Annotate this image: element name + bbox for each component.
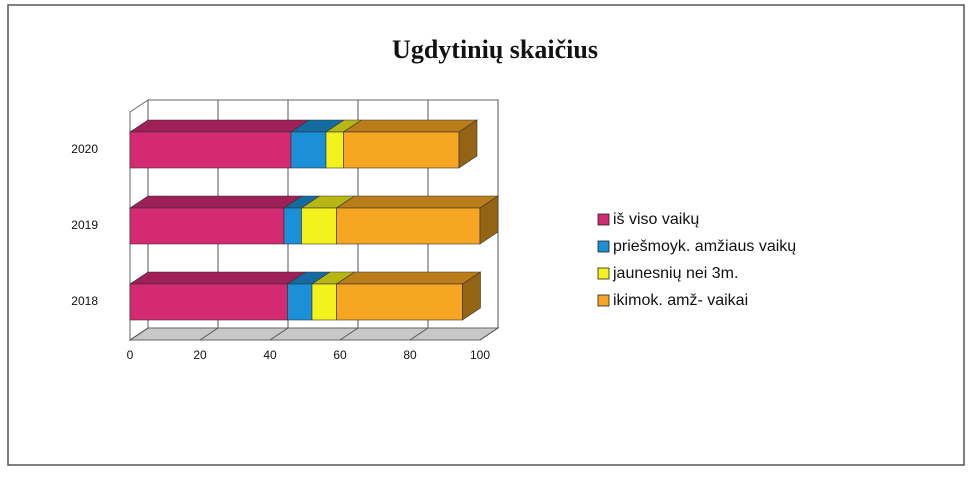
legend-swatch bbox=[597, 213, 610, 226]
bar bbox=[301, 207, 337, 245]
legend-label: iš viso vaikų bbox=[613, 211, 699, 228]
x-tick-label: 100 bbox=[470, 348, 490, 362]
x-tick-mark bbox=[479, 327, 499, 341]
legend-label: ikimok. amž- vaikai bbox=[613, 292, 748, 309]
bar bbox=[287, 283, 313, 321]
legend-swatch bbox=[597, 294, 610, 307]
x-tick-mark bbox=[409, 327, 429, 341]
x-tick-label: 80 bbox=[403, 348, 417, 362]
legend-label: priešmoyk. amžiaus vaikų bbox=[613, 238, 796, 255]
chart-title: Ugdytinių skaičius bbox=[392, 35, 598, 64]
bar bbox=[129, 207, 285, 245]
bar-top bbox=[335, 195, 499, 209]
legend-swatch bbox=[597, 267, 610, 280]
bar bbox=[325, 131, 344, 169]
bar-top bbox=[129, 195, 303, 209]
y-tick-label: 2020 bbox=[71, 142, 98, 156]
x-tick-mark bbox=[199, 327, 219, 341]
bar-top bbox=[342, 119, 478, 133]
y-tick-label: 2018 bbox=[71, 294, 98, 308]
bar bbox=[129, 131, 292, 169]
floor bbox=[128, 327, 500, 341]
bar bbox=[311, 283, 337, 321]
x-tick-label: 40 bbox=[263, 348, 277, 362]
bar-side bbox=[462, 271, 481, 321]
x-tick-mark bbox=[269, 327, 289, 341]
x-tick-label: 20 bbox=[193, 348, 207, 362]
bar bbox=[343, 131, 460, 169]
legend-label: jaunesnių nei 3m. bbox=[612, 265, 738, 282]
x-tick-label: 0 bbox=[127, 348, 134, 362]
bar-side bbox=[479, 195, 499, 245]
x-tick-label: 60 bbox=[333, 348, 347, 362]
bar-side bbox=[458, 119, 478, 169]
bar bbox=[129, 283, 288, 321]
bar bbox=[283, 207, 302, 245]
bar bbox=[336, 207, 481, 245]
legend-swatch bbox=[597, 240, 610, 253]
x-tick-mark bbox=[129, 327, 149, 341]
bar bbox=[336, 283, 463, 321]
bar bbox=[290, 131, 327, 169]
x-tick-mark bbox=[339, 327, 359, 341]
bar-top bbox=[129, 119, 310, 133]
bar-top bbox=[129, 271, 307, 285]
bar-top bbox=[335, 271, 482, 285]
y-tick-label: 2019 bbox=[71, 218, 98, 232]
